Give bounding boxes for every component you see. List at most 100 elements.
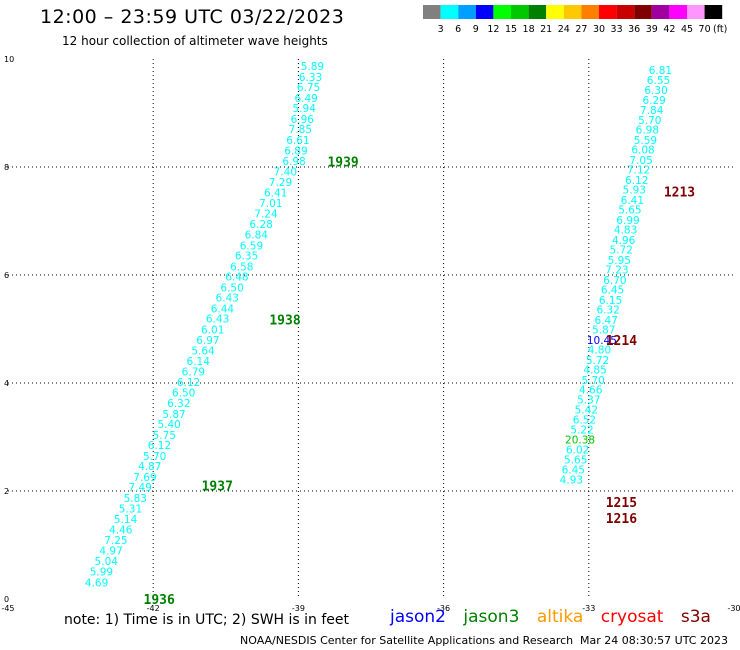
legend-swatch	[616, 5, 635, 19]
x-tick-label: -30	[727, 604, 740, 613]
pass-time-label: 1216	[606, 512, 637, 527]
swh-value-label: 4.69	[85, 577, 108, 589]
swh-value-label: 6.45	[562, 464, 585, 476]
swh-value-label: 5.75	[153, 430, 176, 442]
swh-value-label: 7.84	[640, 105, 664, 117]
swh-value-label: 5.22	[570, 424, 593, 436]
color-legend: 3 6 9 12 15 18 21 24 27 30 33 36 39 42 45 70 (ft)	[423, 5, 727, 35]
swh-value-label: 4.85	[583, 365, 606, 377]
swh-value-label: 5.04	[95, 556, 119, 568]
swh-value-label: 7.29	[269, 177, 292, 189]
swh-value-label: 6.89	[284, 145, 307, 157]
legend-label: 15	[505, 24, 517, 35]
legend-swatch	[581, 5, 599, 19]
legend-swatch	[599, 5, 617, 19]
swh-value-label: 6.50	[172, 388, 195, 400]
swh-value-label: 6.01	[201, 325, 224, 337]
swh-value-label: 6.58	[230, 261, 253, 273]
chart-title: 12:00 – 23:59 UTC 03/22/2023	[40, 6, 345, 28]
swh-value-label: 6.02	[566, 444, 589, 456]
swh-value-label: 6.99	[616, 215, 639, 227]
swh-value-label: 6.32	[167, 398, 190, 410]
x-tick-label: -33	[582, 604, 595, 613]
swh-value-label: 5.31	[119, 503, 142, 515]
x-tick-label: -36	[437, 604, 450, 613]
legend-label: 21	[540, 24, 552, 35]
y-tick-label: 10	[4, 55, 14, 64]
swh-value-label: 5.72	[610, 245, 633, 257]
swh-value-label: 4.96	[612, 235, 636, 247]
swh-value-label: 4.46	[109, 524, 133, 536]
swh-value-label: 6.43	[216, 293, 239, 305]
swh-value-label: 5.95	[608, 255, 631, 267]
swh-value-label: 7.40	[274, 166, 297, 178]
pass-time-label: 1938	[269, 313, 300, 328]
swh-value-label: 5.40	[157, 419, 180, 431]
legend-label: 33	[611, 24, 623, 35]
swh-value-label: 6.61	[286, 135, 309, 147]
swh-value-label: 7.05	[629, 155, 652, 167]
legend-label: 3	[438, 24, 444, 35]
swh-value-label: 5.93	[623, 185, 646, 197]
pass-time-label: 1937	[202, 480, 233, 495]
swh-value-label: 6.12	[148, 440, 171, 452]
x-tick-label: -39	[292, 604, 305, 613]
legend-swatch	[563, 5, 582, 19]
swh-value-label: 6.35	[235, 251, 258, 263]
legend-swatch	[687, 5, 705, 19]
satellite-jason2: jason2	[390, 607, 446, 627]
legend-swatch	[511, 5, 529, 19]
legend-label: 6	[455, 24, 461, 35]
swh-value-label: 4.97	[99, 545, 122, 557]
chart-subtitle: 12 hour collection of altimeter wave hei…	[62, 34, 328, 48]
swh-value-label: 7.49	[128, 482, 151, 494]
swh-value-label: 6.49	[294, 93, 317, 105]
legend-unit: (ft)	[713, 24, 727, 35]
swh-value-label: 6.79	[182, 367, 205, 379]
swh-value-label: 6.97	[196, 335, 219, 347]
swh-value-label: 5.94	[293, 103, 317, 115]
swh-value-label: 6.41	[264, 187, 287, 199]
legend-swatch	[546, 5, 564, 19]
pass-time-label: 1215	[606, 496, 637, 511]
legend-swatch	[423, 5, 441, 19]
swh-value-label: 6.75	[297, 82, 320, 94]
swh-value-label: 6.70	[603, 275, 626, 287]
swh-value-label: 6.14	[187, 356, 211, 368]
swh-value-label: 6.98	[636, 125, 659, 137]
swh-value-label: 4.66	[579, 384, 603, 396]
y-tick-label: 2	[4, 487, 9, 496]
legend-swatch	[440, 5, 459, 19]
swh-value-label: 5.42	[575, 404, 598, 416]
legend-swatch	[704, 5, 723, 19]
swh-value-label: 7.23	[605, 265, 628, 277]
swh-value-label: 5.89	[301, 61, 324, 73]
y-tick-label: 6	[4, 271, 9, 280]
legend-swatch	[458, 5, 476, 19]
legend-swatch	[669, 5, 687, 19]
swh-value-label: 6.44	[211, 303, 235, 315]
generated-timestamp: Mar 24 08:30:57 UTC 2023	[580, 634, 728, 647]
pass-time-label: 1936	[144, 593, 175, 608]
swh-value-label: 5.99	[90, 566, 113, 578]
swh-value-label: 6.28	[249, 219, 272, 231]
swh-value-label: 7.85	[289, 124, 312, 136]
legend-swatch	[493, 5, 511, 19]
swh-value-label: 5.37	[577, 395, 600, 407]
swh-value-label: 6.47	[595, 315, 618, 327]
swh-value-label: 4.93	[560, 475, 583, 487]
swh-value-label: 6.96	[291, 114, 315, 126]
swh-value-label: 5.64	[191, 346, 215, 358]
swh-value-label: 5.87	[162, 409, 185, 421]
swh-value-label: 6.50	[220, 282, 243, 294]
swh-value-label: 6.52	[573, 415, 596, 427]
swh-value-label: 5.70	[638, 115, 661, 127]
swh-value-label: 6.59	[240, 240, 263, 252]
swh-value-label: 6.12	[177, 377, 200, 389]
satellite-legend: jason2 jason3 altika cryosat s3a	[390, 607, 723, 627]
swh-value-label: 4.87	[138, 461, 161, 473]
swh-value-label: 6.98	[282, 156, 305, 168]
legend-label: 24	[558, 24, 570, 35]
swh-value-label: 6.32	[596, 305, 619, 317]
swh-value-label: 6.15	[599, 295, 622, 307]
